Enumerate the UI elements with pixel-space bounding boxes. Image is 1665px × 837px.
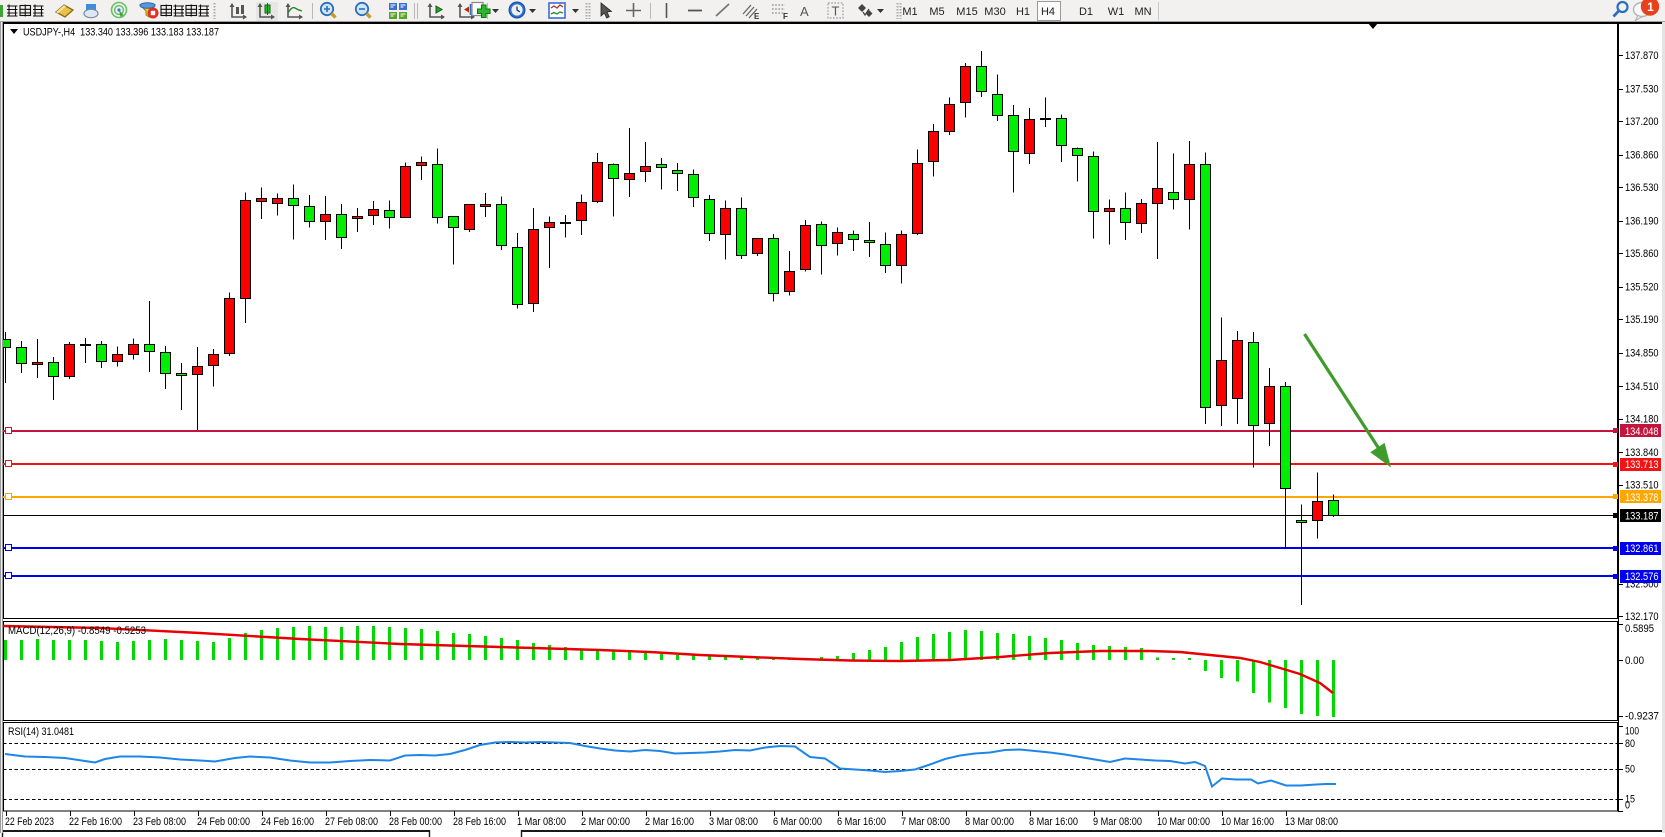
svg-text:134.180: 134.180 — [1625, 413, 1659, 425]
svg-text:3 Mar 08:00: 3 Mar 08:00 — [709, 816, 758, 828]
svg-text:135.860: 135.860 — [1625, 248, 1659, 260]
svg-text:134.048: 134.048 — [1625, 426, 1659, 438]
svg-text:8 Mar 00:00: 8 Mar 00:00 — [965, 816, 1014, 828]
svg-text:10 Mar 16:00: 10 Mar 16:00 — [1221, 816, 1274, 828]
svg-text:-0.9237: -0.9237 — [1625, 710, 1659, 722]
svg-text:135.190: 135.190 — [1625, 314, 1659, 326]
svg-text:W1: W1 — [1108, 6, 1125, 18]
svg-text:T: T — [832, 4, 840, 19]
svg-text:135.520: 135.520 — [1625, 282, 1659, 294]
svg-text:0: 0 — [1625, 799, 1630, 811]
svg-text:1 Mar 08:00: 1 Mar 08:00 — [517, 816, 566, 828]
svg-text:28 Feb 00:00: 28 Feb 00:00 — [389, 816, 442, 828]
svg-text:28 Feb 16:00: 28 Feb 16:00 — [453, 816, 506, 828]
svg-text:133.187: 133.187 — [1625, 510, 1659, 522]
svg-text:24 Feb 16:00: 24 Feb 16:00 — [261, 816, 314, 828]
svg-text:10 Mar 00:00: 10 Mar 00:00 — [1157, 816, 1210, 828]
svg-text:100: 100 — [1625, 725, 1639, 737]
svg-text:134.850: 134.850 — [1625, 347, 1659, 359]
svg-text:134.510: 134.510 — [1625, 381, 1659, 393]
svg-text:MN: MN — [1134, 6, 1151, 18]
svg-text:2 Mar 16:00: 2 Mar 16:00 — [645, 816, 694, 828]
svg-text:6 Mar 16:00: 6 Mar 16:00 — [837, 816, 886, 828]
svg-text:7 Mar 08:00: 7 Mar 08:00 — [901, 816, 950, 828]
svg-text:MACD(12,26,9) -0.8549 -0.5253: MACD(12,26,9) -0.8549 -0.5253 — [8, 625, 146, 637]
svg-text:133.510: 133.510 — [1625, 479, 1659, 491]
svg-text:15: 15 — [1625, 793, 1635, 805]
svg-text:22 Feb 16:00: 22 Feb 16:00 — [69, 816, 122, 828]
svg-text:137.530: 137.530 — [1625, 84, 1659, 96]
svg-text:M15: M15 — [956, 6, 977, 18]
svg-text:A: A — [800, 4, 809, 19]
svg-text:50: 50 — [1625, 764, 1635, 776]
svg-text:0.5895: 0.5895 — [1625, 623, 1654, 635]
svg-text:80: 80 — [1625, 738, 1635, 750]
svg-text:USDJPY-,H4 133.340 133.396 13: USDJPY-,H4 133.340 133.396 133.183 133.1… — [23, 27, 219, 39]
svg-text:137.870: 137.870 — [1625, 50, 1659, 62]
svg-text:E: E — [754, 12, 760, 21]
svg-text:136.860: 136.860 — [1625, 150, 1659, 162]
svg-text:M5: M5 — [929, 6, 944, 18]
svg-text:27 Feb 08:00: 27 Feb 08:00 — [325, 816, 378, 828]
svg-text:24 Feb 00:00: 24 Feb 00:00 — [197, 816, 250, 828]
svg-text:6 Mar 00:00: 6 Mar 00:00 — [773, 816, 822, 828]
svg-text:H1: H1 — [1016, 6, 1030, 18]
svg-text:1: 1 — [1647, 0, 1654, 14]
svg-text:133.840: 133.840 — [1625, 447, 1659, 459]
svg-text:23 Feb 08:00: 23 Feb 08:00 — [133, 816, 186, 828]
svg-text:136.190: 136.190 — [1625, 216, 1659, 228]
svg-text:137.200: 137.200 — [1625, 116, 1659, 128]
svg-text:133.378: 133.378 — [1625, 492, 1659, 504]
svg-text:F: F — [783, 12, 788, 21]
svg-text:D1: D1 — [1079, 6, 1093, 18]
svg-text:M30: M30 — [984, 6, 1005, 18]
svg-text:9 Mar 08:00: 9 Mar 08:00 — [1093, 816, 1142, 828]
svg-text:2 Mar 00:00: 2 Mar 00:00 — [581, 816, 630, 828]
svg-text:136.530: 136.530 — [1625, 182, 1659, 194]
svg-text:133.713: 133.713 — [1625, 459, 1659, 471]
svg-text:13 Mar 08:00: 13 Mar 08:00 — [1285, 816, 1338, 828]
svg-text:132.170: 132.170 — [1625, 611, 1659, 623]
svg-text:22 Feb 2023: 22 Feb 2023 — [5, 816, 54, 828]
svg-text:0.00: 0.00 — [1625, 655, 1644, 667]
svg-text:M1: M1 — [902, 6, 917, 18]
svg-text:132.576: 132.576 — [1625, 571, 1659, 583]
svg-text:132.861: 132.861 — [1625, 543, 1659, 555]
svg-text:RSI(14) 31.0481: RSI(14) 31.0481 — [8, 726, 74, 738]
svg-text:8 Mar 16:00: 8 Mar 16:00 — [1029, 816, 1078, 828]
svg-text:H4: H4 — [1041, 6, 1055, 18]
